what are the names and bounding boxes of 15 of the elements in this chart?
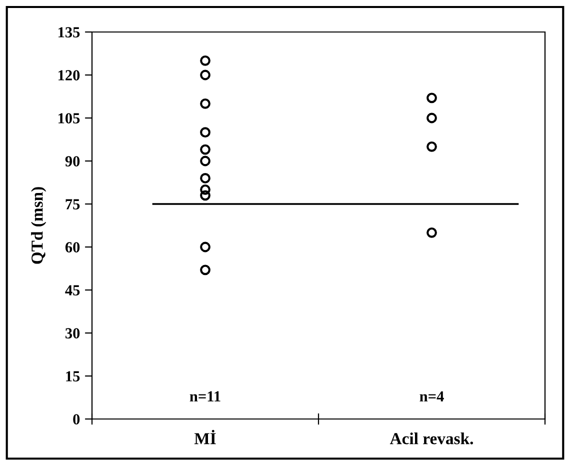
- y-tick-label: 105: [58, 113, 80, 124]
- annotation: n=11: [190, 391, 220, 402]
- y-tick-label: 45: [65, 285, 80, 296]
- y-tick-label: 15: [66, 371, 80, 382]
- x-tick-label: Acil revask.: [390, 432, 473, 444]
- y-tick-label: 30: [65, 328, 80, 338]
- y-tick-label: 90: [65, 156, 80, 166]
- y-tick-label: 120: [58, 70, 80, 80]
- x-tick-label: Mİ: [194, 430, 216, 444]
- y-axis-title: QTd (msn): [31, 187, 46, 264]
- y-tick-label: 135: [58, 27, 80, 38]
- y-tick-label: 75: [66, 199, 80, 210]
- y-tick-label: 0: [73, 414, 80, 424]
- annotation: n=4: [420, 391, 444, 402]
- y-tick-label: 60: [65, 242, 80, 252]
